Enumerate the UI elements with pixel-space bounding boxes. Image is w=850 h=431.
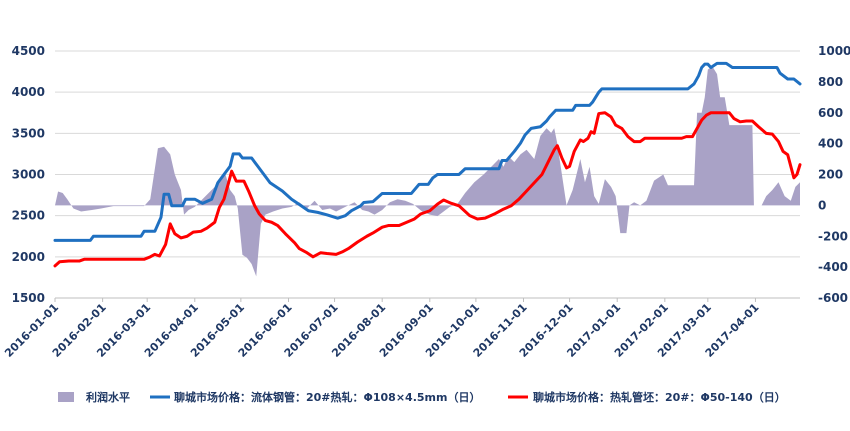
y-left-tick-label: 2000 <box>12 250 45 264</box>
grid-lines <box>55 50 800 299</box>
x-axis: 2016-01-012016-02-012016-03-012016-04-01… <box>2 297 800 360</box>
billet-price-line <box>53 111 802 268</box>
legend-swatch-profit <box>58 392 74 402</box>
y-left-tick-label: 3000 <box>12 168 45 182</box>
y-right-tick-label: 600 <box>818 106 843 120</box>
y-right-tick-label: -600 <box>818 291 848 305</box>
y-right-tick-label: 200 <box>818 168 843 182</box>
left-y-axis: 1500 2000 2500 3000 3500 4000 4500 <box>12 44 45 305</box>
y-left-tick-label: 4500 <box>12 44 45 58</box>
legend-label-profit: 利润水平 <box>86 390 130 404</box>
legend-label-pipe-price: 聊城市场价格：流体钢管：20#热轧：Φ108×4.5mm（日） <box>174 390 480 404</box>
y-right-tick-label: 1000 <box>818 44 850 58</box>
legend-label-billet-price: 聊城市场价格：热轧管坯：20#：Φ50-140（日） <box>533 390 786 404</box>
profit-area-layer <box>55 66 800 277</box>
y-right-tick-label: -400 <box>818 260 848 274</box>
legend-item-pipe-price: 聊城市场价格：流体钢管：20#热轧：Φ108×4.5mm（日） <box>150 390 480 404</box>
price-lines-layer <box>53 61 802 268</box>
y-left-tick-label: 1500 <box>12 291 45 305</box>
y-left-tick-label: 4000 <box>12 85 45 99</box>
legend-item-profit: 利润水平 <box>58 390 130 404</box>
profit-area <box>55 66 800 277</box>
y-left-tick-label: 3500 <box>12 126 45 140</box>
y-right-tick-label: -200 <box>818 229 848 243</box>
legend-item-billet-price: 聊城市场价格：热轧管坯：20#：Φ50-140（日） <box>508 390 786 404</box>
legend: 利润水平 聊城市场价格：流体钢管：20#热轧：Φ108×4.5mm（日） 聊城市… <box>58 390 786 404</box>
right-y-axis: -600 -400 -200 0 200 400 600 800 1000 <box>818 44 850 305</box>
y-left-tick-label: 2500 <box>12 209 45 223</box>
y-right-tick-label: 800 <box>818 75 843 89</box>
pipe-price-line <box>53 61 802 242</box>
y-right-tick-label: 400 <box>818 137 843 151</box>
y-right-tick-label: 0 <box>818 198 826 212</box>
